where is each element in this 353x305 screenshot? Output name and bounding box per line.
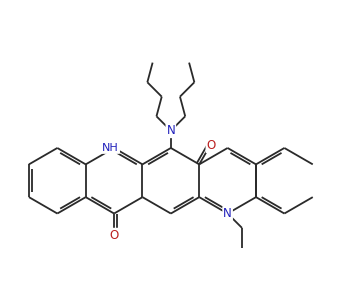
Text: NH: NH: [102, 143, 119, 153]
Text: O: O: [207, 139, 216, 152]
Text: O: O: [109, 229, 119, 242]
Text: N: N: [223, 207, 232, 220]
Text: N: N: [167, 124, 175, 137]
